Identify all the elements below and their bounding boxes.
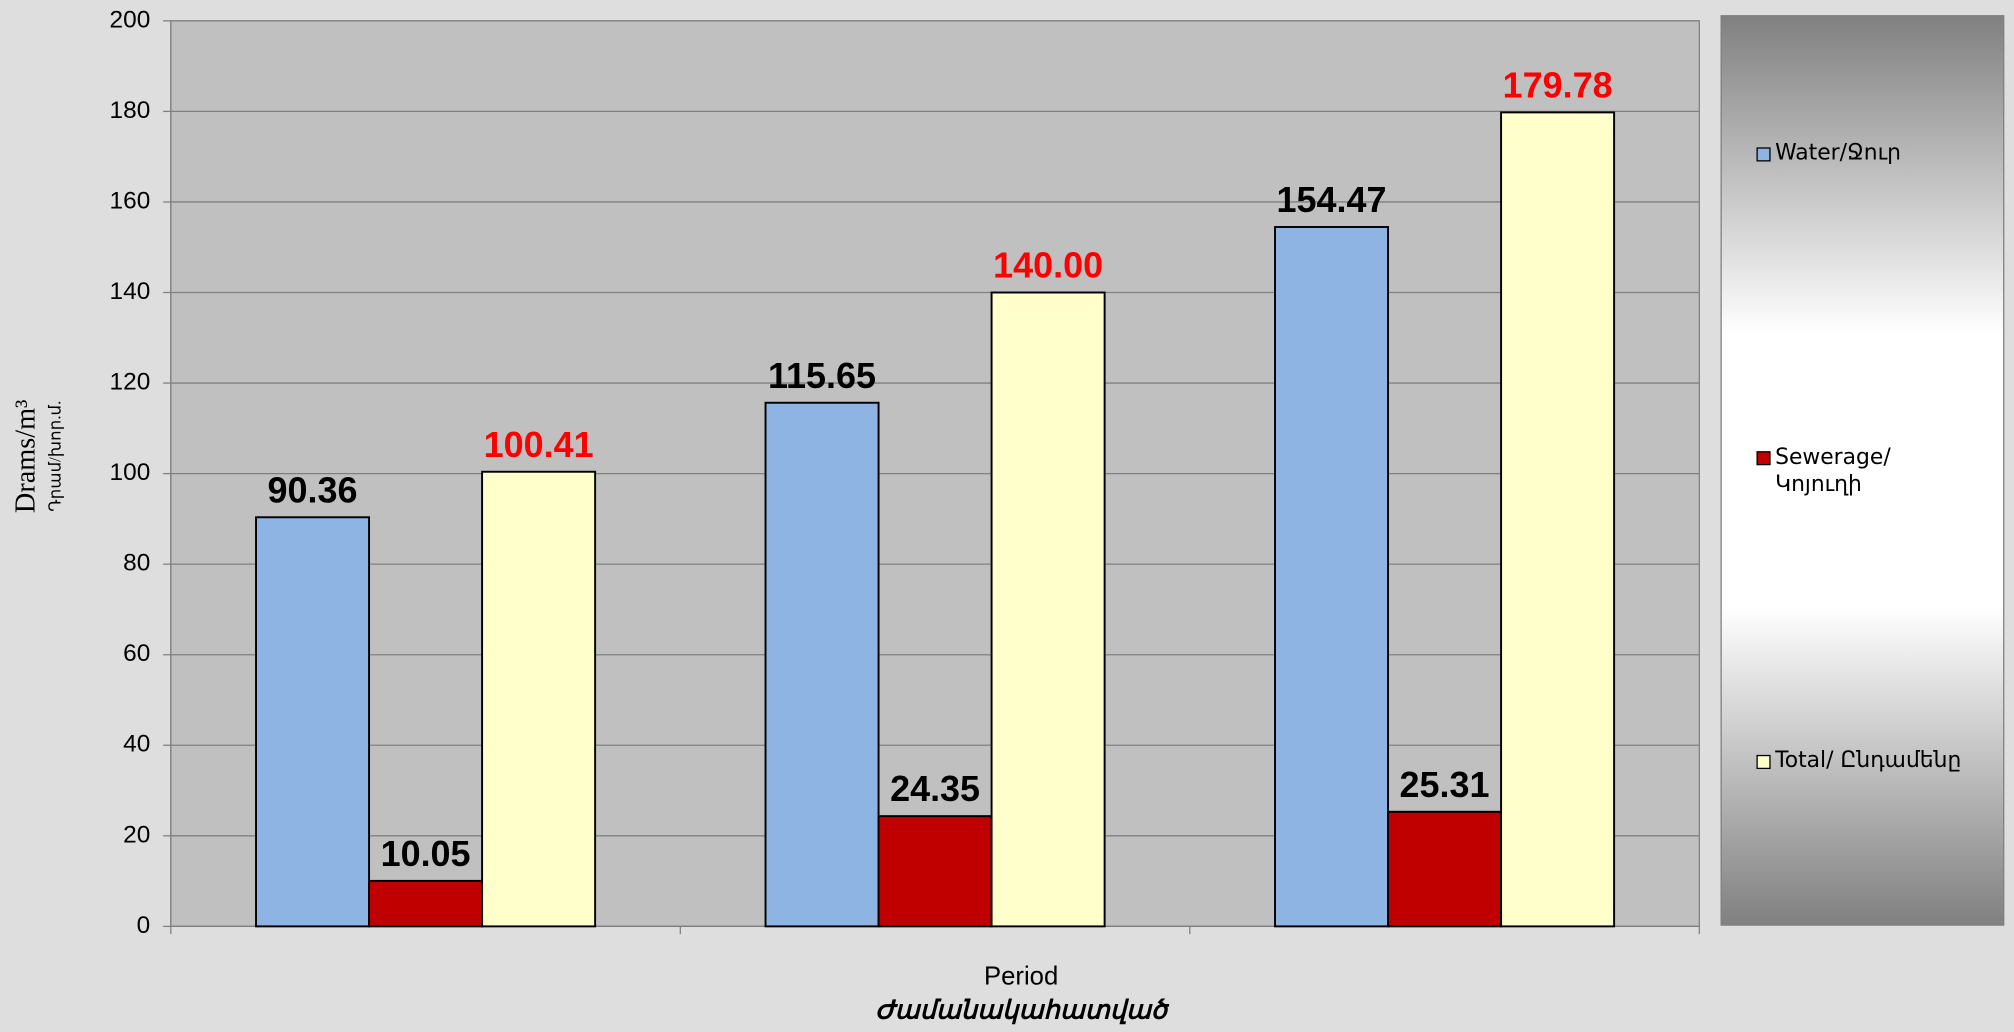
data-label: 154.47 [1277, 179, 1387, 220]
legend-item: Total/ Ընդամենը [1775, 747, 1962, 774]
legend-swatch [1756, 451, 1771, 466]
bar [1387, 810, 1503, 928]
bar [1500, 111, 1616, 928]
data-label: 24.35 [890, 768, 980, 809]
legend-swatch [1756, 754, 1771, 770]
y-tick-label: 140 [110, 278, 151, 305]
y-tick-label: 160 [110, 187, 151, 214]
y-tick-label: 60 [123, 640, 150, 667]
bar [255, 516, 371, 928]
y-tick-label: 80 [123, 550, 150, 577]
data-label: 179.78 [1503, 64, 1613, 105]
y-tick-label: 40 [123, 731, 150, 758]
y-tick-label: 20 [123, 821, 150, 848]
legend-item: Water/Ջուր [1775, 140, 1901, 166]
data-label: 10.05 [381, 833, 471, 874]
data-label: 90.36 [268, 469, 358, 510]
x-axis-subtitle: Ժամանակահատված [875, 995, 1170, 1024]
bar [764, 401, 880, 928]
bar [1274, 226, 1390, 928]
data-label: 25.31 [1400, 764, 1490, 805]
legend-label: Total/ Ընդամենը [1775, 747, 1962, 774]
y-tick-label: 120 [110, 369, 151, 396]
legend-box [1720, 15, 2005, 926]
x-axis-title: Period [984, 963, 1058, 991]
legend-item: Sewerage/ Կոյուղի [1775, 444, 1891, 497]
y-tick-label: 0 [137, 912, 151, 939]
y-tick-label: 100 [110, 459, 151, 486]
legend-label: Sewerage/ Կոյուղի [1775, 444, 1891, 497]
y-tick-label: 180 [110, 97, 151, 124]
bar [368, 879, 484, 928]
data-label: 100.41 [484, 424, 594, 465]
bar [990, 291, 1106, 928]
y-axis-title: Drams/m³ [11, 399, 42, 513]
data-label: 115.65 [768, 355, 876, 396]
bar [481, 470, 597, 928]
data-label: 140.00 [993, 245, 1103, 286]
legend-label: Water/Ջուր [1775, 140, 1901, 166]
bar [877, 815, 993, 928]
y-tick-label: 200 [110, 6, 151, 33]
legend-swatch [1756, 147, 1771, 162]
y-axis-subtitle: Դրամ/խոր.մ. [45, 401, 64, 512]
